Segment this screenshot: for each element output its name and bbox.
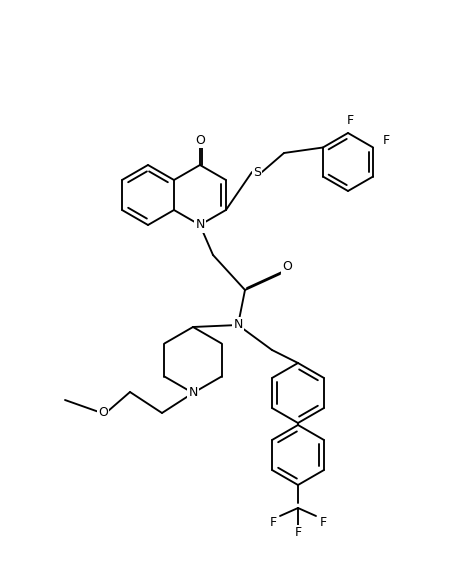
Text: N: N: [233, 318, 243, 332]
Text: F: F: [383, 134, 389, 147]
Text: F: F: [319, 516, 327, 528]
Text: O: O: [98, 406, 108, 418]
Text: F: F: [294, 527, 302, 539]
Text: F: F: [346, 113, 353, 127]
Text: N: N: [188, 387, 198, 399]
Text: N: N: [195, 218, 205, 232]
Text: F: F: [269, 516, 277, 528]
Text: S: S: [253, 165, 261, 179]
Text: O: O: [195, 134, 205, 146]
Text: O: O: [282, 261, 292, 273]
